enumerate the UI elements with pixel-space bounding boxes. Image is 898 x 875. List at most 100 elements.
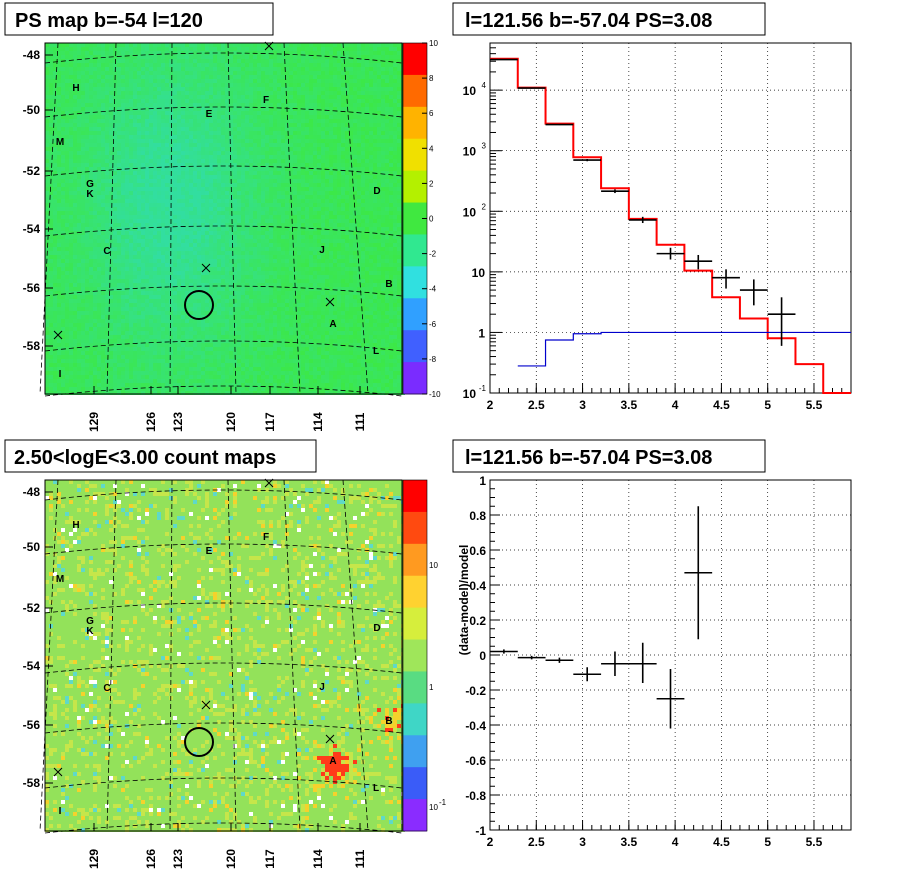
map-pixel xyxy=(345,155,349,159)
map-pixel xyxy=(153,75,157,79)
map-pixel xyxy=(273,183,277,187)
map-pixel xyxy=(249,183,253,187)
map-pixel xyxy=(193,219,197,223)
map-pixel xyxy=(117,195,121,199)
map-pixel xyxy=(273,51,277,55)
map-pixel xyxy=(69,175,73,179)
map-pixel xyxy=(45,191,49,195)
map-pixel xyxy=(381,147,385,151)
map-pixel xyxy=(273,203,277,207)
map-pixel xyxy=(389,167,393,171)
map-pixel xyxy=(333,159,337,163)
map-pixel xyxy=(133,171,137,175)
map-pixel xyxy=(385,139,389,143)
map-pixel xyxy=(157,211,161,215)
map-pixel xyxy=(201,163,205,167)
map-pixel xyxy=(297,111,301,115)
map-pixel xyxy=(81,119,85,123)
map-pixel xyxy=(69,195,73,199)
map-pixel xyxy=(85,227,89,231)
map-pixel xyxy=(361,59,365,63)
map-pixel xyxy=(113,79,117,83)
map-pixel xyxy=(381,51,385,55)
map-pixel xyxy=(305,47,309,51)
map-pixel xyxy=(141,95,145,99)
map-pixel xyxy=(217,119,221,123)
map-pixel xyxy=(317,151,321,155)
map-pixel xyxy=(45,163,49,167)
map-pixel xyxy=(357,243,361,247)
map-pixel xyxy=(233,135,237,139)
map-pixel xyxy=(369,167,373,171)
map-pixel xyxy=(145,179,149,183)
map-pixel xyxy=(205,251,209,255)
map-pixel xyxy=(373,195,377,199)
map-pixel xyxy=(89,107,93,111)
map-pixel xyxy=(249,127,253,131)
map-pixel xyxy=(337,51,341,55)
map-pixel xyxy=(85,123,89,127)
map-pixel xyxy=(173,151,177,155)
map-pixel xyxy=(269,255,273,259)
map-pixel xyxy=(177,107,181,111)
map-pixel xyxy=(205,199,209,203)
map-pixel xyxy=(293,115,297,119)
map-pixel xyxy=(241,59,245,63)
map-pixel xyxy=(141,143,145,147)
map-pixel xyxy=(137,43,141,47)
map-pixel xyxy=(365,143,369,147)
map-pixel xyxy=(369,215,373,219)
map-pixel xyxy=(45,239,49,243)
map-pixel xyxy=(137,83,141,87)
map-pixel xyxy=(237,259,241,263)
map-pixel xyxy=(133,207,137,211)
map-pixel xyxy=(357,79,361,83)
map-pixel xyxy=(361,243,365,247)
map-pixel xyxy=(321,255,325,259)
map-pixel xyxy=(197,223,201,227)
map-pixel xyxy=(153,91,157,95)
map-pixel xyxy=(233,115,237,119)
map-pixel xyxy=(357,179,361,183)
map-pixel xyxy=(257,51,261,55)
map-pixel xyxy=(353,147,357,151)
map-pixel xyxy=(321,195,325,199)
map-pixel xyxy=(117,211,121,215)
map-pixel xyxy=(329,59,333,63)
map-pixel xyxy=(169,71,173,75)
map-pixel xyxy=(253,247,257,251)
map-pixel xyxy=(69,211,73,215)
map-pixel xyxy=(53,131,57,135)
map-pixel xyxy=(173,63,177,67)
map-pixel xyxy=(289,75,293,79)
map-pixel xyxy=(277,51,281,55)
map-pixel xyxy=(149,191,153,195)
map-pixel xyxy=(245,47,249,51)
map-pixel xyxy=(353,67,357,71)
map-pixel xyxy=(265,191,269,195)
map-pixel xyxy=(101,187,105,191)
map-pixel xyxy=(237,135,241,139)
map-pixel xyxy=(253,179,257,183)
map-pixel xyxy=(261,231,265,235)
map-pixel xyxy=(181,171,185,175)
map-pixel xyxy=(265,195,269,199)
map-pixel xyxy=(345,119,349,123)
map-pixel xyxy=(213,111,217,115)
map-pixel xyxy=(381,259,385,263)
map-pixel xyxy=(305,43,309,47)
map-pixel xyxy=(97,263,101,267)
map-pixel xyxy=(133,143,137,147)
map-pixel xyxy=(353,151,357,155)
map-pixel xyxy=(49,263,53,267)
map-pixel xyxy=(129,55,133,59)
map-pixel xyxy=(245,227,249,231)
map-pixel xyxy=(185,83,189,87)
map-pixel xyxy=(197,131,201,135)
map-pixel xyxy=(161,51,165,55)
map-pixel xyxy=(381,183,385,187)
map-pixel xyxy=(233,127,237,131)
map-pixel xyxy=(345,135,349,139)
map-pixel xyxy=(89,43,93,47)
map-pixel xyxy=(285,135,289,139)
